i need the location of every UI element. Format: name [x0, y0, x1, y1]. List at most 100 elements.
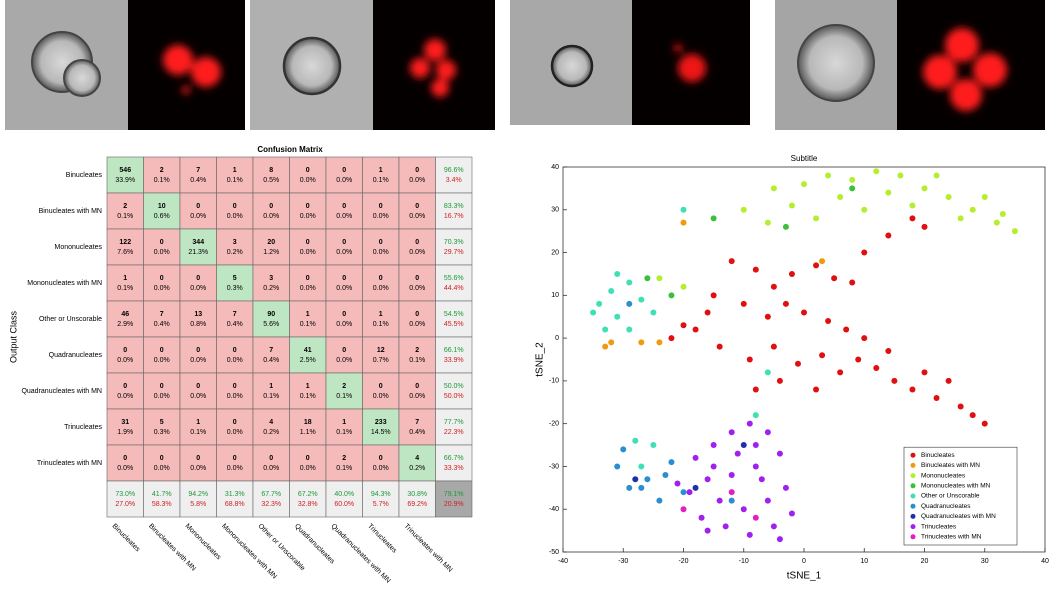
- x-tick-label: -10: [739, 558, 749, 565]
- point: [680, 506, 687, 513]
- row-label: Binucleates with MN: [39, 208, 102, 215]
- cell-count: 1: [269, 383, 273, 390]
- point: [752, 412, 759, 419]
- y-tick-label: -30: [549, 463, 559, 470]
- cell-percent: 0.2%: [263, 285, 279, 292]
- point: [861, 206, 868, 213]
- matrix-cell: [216, 264, 254, 302]
- matrix-cell: [216, 480, 254, 518]
- point: [728, 258, 735, 265]
- matrix-cell: [252, 192, 290, 230]
- point: [644, 275, 651, 282]
- row-label: Binucleates: [66, 172, 103, 179]
- matrix-cell: [362, 480, 400, 518]
- point: [752, 386, 759, 393]
- point: [764, 369, 771, 376]
- point: [776, 536, 783, 543]
- x-tick-label: 30: [981, 558, 989, 565]
- matrix-cell: [325, 336, 363, 374]
- point: [819, 258, 826, 265]
- matrix-cell: [143, 192, 181, 230]
- row-label: Mononucleates: [55, 244, 103, 251]
- point: [788, 270, 795, 277]
- point: [650, 309, 657, 316]
- matrix-cell: [325, 372, 363, 410]
- matrix-cell: [325, 300, 363, 338]
- cell: [63, 59, 101, 97]
- summary-wrong: 29.7%: [444, 249, 464, 256]
- summary-correct: 96.6%: [444, 167, 464, 174]
- cell-count: 0: [342, 239, 346, 246]
- summary-wrong: 22.3%: [444, 429, 464, 436]
- point: [813, 386, 820, 393]
- cell-count: 1: [196, 419, 200, 426]
- matrix-cell: [435, 192, 473, 230]
- cell-count: 1: [233, 167, 237, 174]
- cell-count: 20: [267, 239, 275, 246]
- summary-correct: 41.7%: [152, 491, 172, 498]
- cell-count: 1: [379, 167, 383, 174]
- cell-count: 7: [196, 167, 200, 174]
- point: [752, 266, 759, 273]
- y-tick-label: -50: [549, 549, 559, 556]
- point: [680, 489, 687, 496]
- matrix-cell: [216, 372, 254, 410]
- point: [861, 249, 868, 256]
- cell-count: 0: [415, 239, 419, 246]
- cell-count: 90: [267, 311, 275, 318]
- cell-count: 4: [269, 419, 273, 426]
- point: [843, 326, 850, 333]
- summary-correct: 77.7%: [444, 419, 464, 426]
- point: [873, 168, 880, 175]
- matrix-cell: [143, 300, 181, 338]
- cell-percent: 0.0%: [117, 393, 133, 400]
- summary-wrong: 45.5%: [444, 321, 464, 328]
- cell-percent: 2.9%: [117, 321, 133, 328]
- point: [626, 279, 633, 286]
- legend-label: Trinucleates with MN: [921, 534, 982, 541]
- cell-count: 0: [415, 311, 419, 318]
- point: [644, 476, 651, 483]
- point: [668, 292, 675, 299]
- point: [945, 193, 952, 200]
- point: [957, 403, 964, 410]
- cell-count: 5: [233, 275, 237, 282]
- cell-count: 0: [233, 383, 237, 390]
- point: [788, 202, 795, 209]
- cell-percent: 0.0%: [154, 465, 170, 472]
- cell-percent: 0.0%: [190, 213, 206, 220]
- matrix-cell: [289, 372, 327, 410]
- cell-count: 0: [233, 419, 237, 426]
- x-tick-label: 0: [802, 558, 806, 565]
- cell-count: 0: [379, 203, 383, 210]
- matrix-cell: [289, 444, 327, 482]
- point: [819, 352, 826, 359]
- point: [849, 176, 856, 183]
- y-tick-label: 30: [551, 207, 559, 214]
- matrix-cell: [398, 336, 436, 374]
- point: [704, 527, 711, 534]
- point: [813, 262, 820, 269]
- legend-marker: [910, 493, 916, 499]
- matrix-cell: [398, 444, 436, 482]
- cell-percent: 0.3%: [227, 285, 243, 292]
- matrix-cell: [179, 372, 217, 410]
- summary-correct: 55.6%: [444, 275, 464, 282]
- row-label: Other or Unscorable: [39, 316, 102, 323]
- cell-count: 0: [196, 383, 200, 390]
- point: [704, 309, 711, 316]
- cell-count: 5: [160, 419, 164, 426]
- point: [716, 497, 723, 504]
- matrix-cell: [325, 156, 363, 194]
- cell-percent: 14.5%: [371, 429, 391, 436]
- summary-correct: 83.3%: [444, 203, 464, 210]
- cell-count: 31: [121, 419, 129, 426]
- summary-wrong: 20.9%: [444, 501, 464, 508]
- matrix-cell: [179, 336, 217, 374]
- matrix-cell: [179, 480, 217, 518]
- cell-count: 41: [304, 347, 312, 354]
- cell-percent: 0.0%: [263, 213, 279, 220]
- matrix-cell: [252, 480, 290, 518]
- matrix-cell: [106, 192, 144, 230]
- cell-count: 0: [123, 455, 127, 462]
